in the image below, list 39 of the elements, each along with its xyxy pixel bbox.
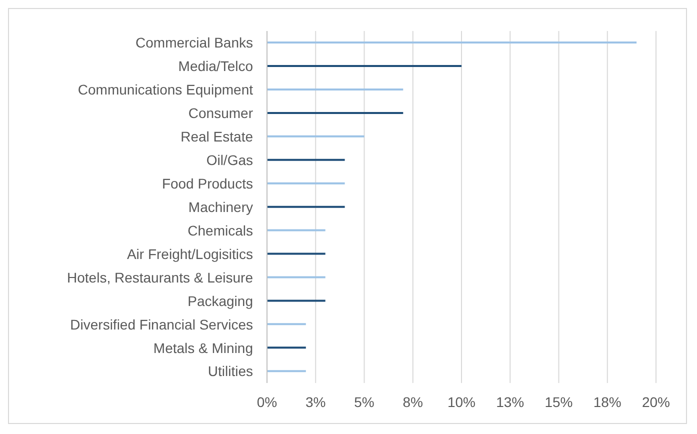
y-tick-label: Chemicals — [188, 222, 253, 238]
bar — [267, 300, 326, 302]
y-tick-label: Food Products — [162, 176, 253, 192]
y-tick-label: Utilities — [208, 363, 253, 380]
y-tick-label: Air Freight/Logisitics — [126, 246, 253, 262]
y-tick-label: Commercial Banks — [136, 34, 253, 51]
y-tick-label: Real Estate — [180, 128, 254, 145]
x-tick-label: 0% — [256, 394, 278, 410]
bar — [267, 42, 637, 44]
y-tick-label: Diversified Financial Services — [70, 316, 253, 332]
bar — [267, 206, 345, 208]
bar — [267, 182, 345, 184]
x-tick-label: 20% — [642, 394, 670, 410]
x-tick-label: 10% — [447, 394, 476, 410]
x-tick-label: 3% — [306, 394, 326, 410]
bar — [267, 252, 326, 255]
x-tick-label: 5% — [354, 394, 374, 410]
y-tick-label: Consumer — [188, 105, 254, 122]
bar — [267, 370, 306, 372]
bar — [267, 229, 326, 232]
y-tick-label: Metals & Mining — [153, 340, 253, 356]
y-tick-label: Communications Equipment — [78, 82, 254, 98]
x-tick-label: 8% — [402, 394, 423, 410]
y-tick-label: Oil/Gas — [206, 152, 253, 168]
x-tick-label: 13% — [496, 394, 524, 410]
bar — [267, 158, 345, 161]
y-tick-label: Media/Telco — [178, 58, 254, 74]
bar — [267, 276, 326, 278]
bar — [267, 135, 364, 138]
bar — [267, 65, 462, 68]
bar — [267, 112, 404, 114]
y-tick-label: Machinery — [188, 198, 253, 215]
bar — [267, 88, 404, 90]
bar — [267, 323, 306, 326]
bar — [267, 346, 306, 349]
y-tick-label: Hotels, Restaurants & Leisure — [67, 269, 254, 286]
x-tick-label: 15% — [544, 394, 573, 410]
x-tick-label: 18% — [593, 394, 622, 410]
y-tick-label: Packaging — [188, 292, 253, 309]
